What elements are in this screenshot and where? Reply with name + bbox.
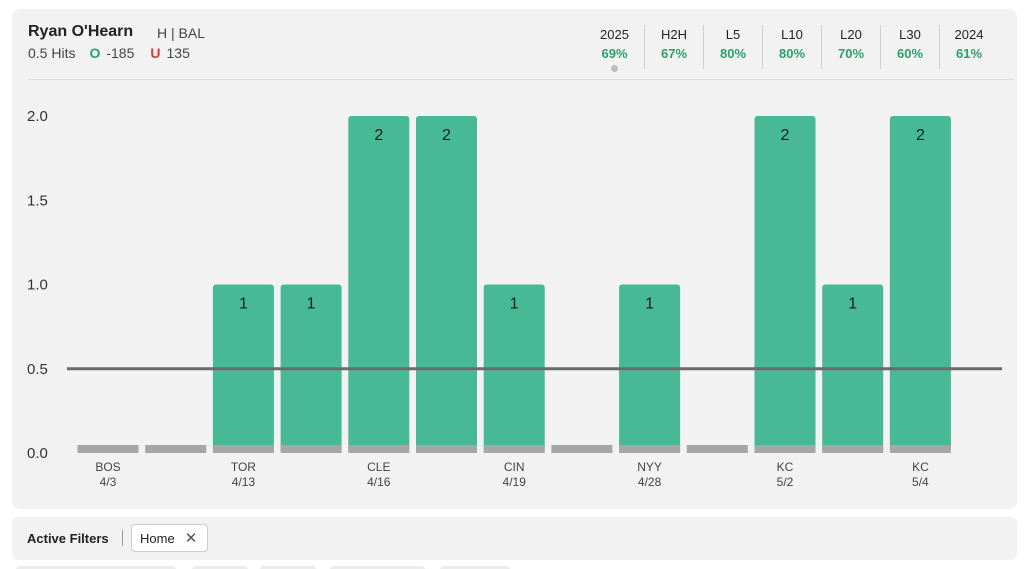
bar-value-label: 2: [442, 127, 451, 144]
filters-separator: [122, 530, 123, 546]
hit-rate-tabs: 2025 69% H2H 67% L5 80% L10 80% L20 70% …: [585, 25, 998, 72]
prop-line: 0.5 Hits: [28, 45, 76, 61]
over-icon: O: [89, 45, 101, 61]
x-tick-date: 4/28: [638, 475, 662, 489]
x-tick-team: CLE: [367, 460, 390, 474]
bar-value-label: 1: [239, 296, 248, 313]
over-odds[interactable]: -185: [106, 45, 135, 61]
stat-label: H2H: [660, 27, 687, 42]
bar-value-label: 1: [307, 296, 316, 313]
player-team-info: H | BAL: [157, 25, 205, 41]
bar: [754, 116, 816, 453]
bar-baseline: [754, 445, 816, 453]
bar-baseline: [619, 445, 681, 453]
stat-tab-l20[interactable]: L20 70%: [821, 25, 880, 69]
bar: [889, 116, 951, 453]
bar-baseline: [77, 445, 139, 453]
x-tick-date: 5/4: [912, 475, 929, 489]
x-tick-team: BOS: [95, 460, 120, 474]
stat-label: 2025: [600, 27, 629, 42]
x-tick-date: 4/16: [367, 475, 391, 489]
active-filters-bar: Active Filters Home ✕: [12, 517, 1017, 560]
y-tick-label: 2.0: [27, 108, 48, 125]
bottom-tab-peek: [440, 566, 510, 569]
bar-baseline: [416, 445, 477, 453]
stat-label: L10: [781, 27, 803, 42]
stat-value: 61%: [955, 46, 983, 61]
header-divider: [28, 79, 1014, 80]
x-tick-date: 4/19: [503, 475, 527, 489]
bar-value-label: 2: [374, 127, 383, 144]
x-tick-date: 4/13: [232, 475, 256, 489]
bar-value-label: 1: [645, 296, 654, 313]
stat-tab-2025[interactable]: 2025 69%: [585, 25, 644, 72]
stat-label: 2024: [954, 27, 984, 42]
stat-tab-l30[interactable]: L30 60%: [880, 25, 939, 69]
y-tick-label: 0.0: [27, 445, 48, 462]
bar: [348, 116, 410, 453]
bar-baseline: [483, 445, 545, 453]
bar-baseline: [822, 445, 884, 453]
x-tick-date: 5/2: [777, 475, 794, 489]
bar-baseline: [145, 445, 207, 453]
x-tick-date: 4/3: [100, 475, 117, 489]
stat-tab-2024[interactable]: 2024 61%: [939, 25, 998, 69]
bottom-tab-peek: [330, 566, 425, 569]
y-tick-label: 1.5: [27, 192, 48, 209]
stat-value: 80%: [719, 46, 747, 61]
filter-chip-label: Home: [140, 530, 175, 546]
bar-baseline: [212, 445, 274, 453]
bar-value-label: 2: [916, 127, 925, 144]
bottom-tab-peek: [16, 566, 176, 569]
stat-tab-h2h[interactable]: H2H 67%: [644, 25, 703, 69]
x-tick-team: CIN: [504, 460, 525, 474]
bar-value-label: 1: [510, 296, 519, 313]
stat-label: L20: [840, 27, 862, 42]
under-odds[interactable]: 135: [166, 45, 190, 61]
stat-tab-l10[interactable]: L10 80%: [762, 25, 821, 69]
bar-baseline: [551, 445, 613, 453]
bottom-tab-peek: [192, 566, 248, 569]
bottom-tab-peek: [260, 566, 316, 569]
active-filters-label: Active Filters: [27, 531, 109, 546]
bar-value-label: 1: [848, 296, 857, 313]
stat-value: 70%: [837, 46, 865, 61]
x-tick-team: TOR: [231, 460, 256, 474]
bar-baseline: [889, 445, 951, 453]
stat-label: L5: [725, 27, 741, 42]
selected-indicator-dot: [611, 65, 618, 72]
betting-line-row: 0.5 Hits O -185 U 135: [28, 45, 190, 61]
stat-tab-l5[interactable]: L5 80%: [703, 25, 762, 69]
x-tick-team: KC: [777, 460, 794, 474]
stat-value: 80%: [778, 46, 806, 61]
bar-value-label: 2: [781, 127, 790, 144]
bar-baseline: [348, 445, 410, 453]
x-tick-team: NYY: [637, 460, 662, 474]
player-name: Ryan O'Hearn: [28, 23, 134, 40]
bar-baseline: [686, 445, 748, 453]
bar: [416, 116, 477, 453]
under-icon: U: [150, 45, 161, 61]
bar-baseline: [280, 445, 342, 453]
stat-value: 67%: [660, 46, 688, 61]
y-tick-label: 0.5: [27, 361, 48, 378]
filter-chip-home[interactable]: Home ✕: [131, 524, 209, 552]
stat-value: 60%: [896, 46, 924, 61]
stat-label: L30: [899, 27, 921, 42]
y-tick-label: 1.0: [27, 277, 48, 294]
x-tick-team: KC: [912, 460, 929, 474]
close-icon[interactable]: ✕: [184, 529, 198, 547]
stat-value: 69%: [601, 46, 628, 61]
